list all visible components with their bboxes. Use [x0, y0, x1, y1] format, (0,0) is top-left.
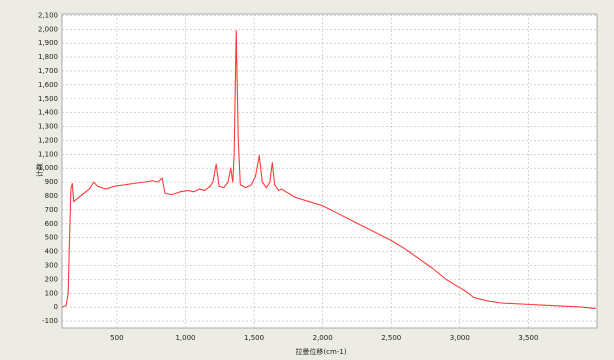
x-tick-label: 1,500: [244, 334, 264, 342]
y-tick-label: 1,700: [38, 67, 58, 75]
y-tick-label: 1,600: [38, 81, 58, 89]
x-tick-label: 2,500: [381, 334, 401, 342]
x-tick-label: 3,000: [450, 334, 470, 342]
y-tick-label: 1,100: [38, 150, 58, 158]
series-line: [61, 30, 596, 310]
y-tick-label: 0: [54, 303, 58, 311]
y-tick-label: 800: [45, 192, 58, 200]
y-tick-label: 200: [45, 275, 58, 283]
y-tick-label: 300: [45, 261, 58, 269]
y-tick-label: 1,300: [38, 123, 58, 131]
y-tick-label: 400: [45, 248, 58, 256]
y-tick-label: 1,800: [38, 53, 58, 61]
y-tick-label: 1,900: [38, 39, 58, 47]
x-tick-label: 1,000: [175, 334, 195, 342]
x-tick-label: 2,000: [313, 334, 333, 342]
y-tick-label: 1,200: [38, 136, 58, 144]
y-tick-label: 2,000: [38, 25, 58, 33]
y-tick-label: 600: [45, 220, 58, 228]
y-tick-label: -100: [42, 317, 58, 325]
y-tick-label: 1,500: [38, 95, 58, 103]
x-tick-label: 500: [110, 334, 123, 342]
y-tick-label: 2,100: [38, 11, 58, 19]
plot-area: [61, 13, 598, 329]
x-axis-label: 拉曼位移(cm-1): [295, 347, 346, 356]
y-tick-label: 1,400: [38, 109, 58, 117]
x-tick-label: 3,500: [518, 334, 538, 342]
y-tick-label: 500: [45, 234, 58, 242]
y-tick-label: 700: [45, 206, 58, 214]
y-tick-label: 100: [45, 289, 58, 297]
y-axis-label: 计数: [35, 163, 44, 177]
y-tick-label: 900: [45, 178, 58, 186]
y-tick-label: 1,000: [38, 164, 58, 172]
